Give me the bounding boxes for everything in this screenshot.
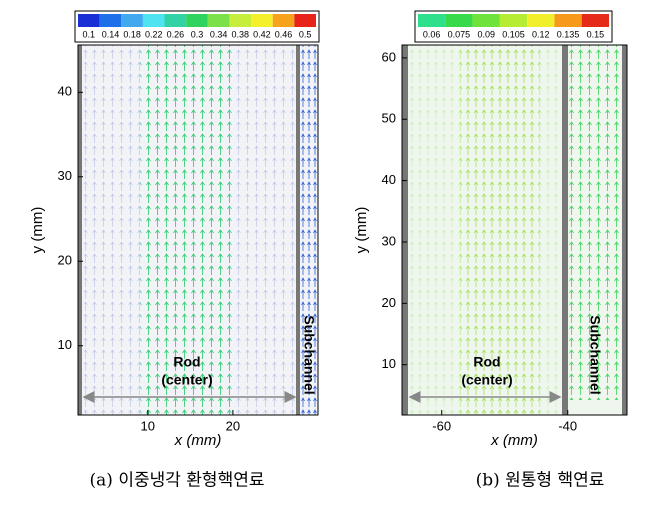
colorbar-cell (229, 14, 252, 27)
y-tick-label: 10 (58, 337, 72, 352)
y-axis-label: y (mm) (353, 207, 370, 254)
colorbar-tick-label: 0.22 (145, 29, 163, 39)
colorbar-cell (527, 14, 555, 27)
x-axis-label: x (mm) (174, 432, 222, 449)
y-tick-label: 30 (58, 168, 72, 183)
y-tick-label: 20 (382, 295, 396, 310)
y-tick-label: 50 (382, 111, 396, 126)
field-a (78, 45, 318, 415)
colorbar-tick-label: 0.1 (83, 29, 96, 39)
colorbar-tick-label: 0.26 (167, 29, 185, 39)
plot-frame (401, 44, 628, 416)
colorbar-cell (445, 14, 473, 27)
x-tick-label: 20 (226, 418, 240, 433)
colorbar-cell (207, 14, 230, 27)
colorbar-tick-label: 0.38 (232, 29, 250, 39)
colorbar-tick-label: 0.09 (477, 29, 495, 39)
y-tick-label: 20 (58, 253, 72, 268)
caption: (a) 이중냉각 환형핵연료 (90, 471, 265, 491)
colorbar-tick-label: 0.42 (253, 29, 271, 39)
colorbar-cell (186, 14, 208, 27)
colorbar-tick-label: 0.15 (587, 29, 605, 39)
x-axis-label: x (mm) (490, 432, 538, 449)
field-b (402, 45, 627, 415)
annotation: (center) (461, 372, 512, 388)
colorbar-cell (142, 14, 165, 27)
colorbar-cell (272, 14, 295, 27)
colorbar-cell (251, 14, 273, 27)
colorbar-tick-label: 0.135 (557, 29, 580, 39)
colorbar-cell (121, 14, 143, 27)
colorbar-cell (499, 14, 528, 27)
annotation: Subchannel (587, 315, 603, 394)
colorbar-tick-label: 0.12 (532, 29, 550, 39)
annotation: Subchannel (301, 315, 317, 394)
y-tick-label: 30 (382, 233, 396, 248)
annotation: (center) (161, 372, 212, 388)
colorbar-tick-label: 0.18 (123, 29, 141, 39)
plot-frame (77, 44, 319, 416)
caption: (b) 원통형 핵연료 (476, 471, 605, 491)
colorbar-cell (294, 14, 316, 27)
colorbar-cell (78, 14, 100, 27)
colorbar-tick-label: 0.34 (210, 29, 228, 39)
colorbar-cell (418, 14, 446, 27)
colorbar-tick-label: 0.075 (448, 29, 471, 39)
colorbar-cell (554, 14, 582, 27)
colorbar-cell (472, 14, 500, 27)
colorbar-tick-label: 0.3 (191, 29, 204, 39)
colorbar-cell (99, 14, 122, 27)
x-tick-label: -40 (558, 418, 577, 433)
x-tick-label: -60 (432, 418, 451, 433)
x-tick-label: 10 (141, 418, 155, 433)
y-axis-label: y (mm) (29, 207, 46, 254)
colorbar-tick-label: 0.46 (275, 29, 293, 39)
colorbar-tick-label: 0.5 (299, 29, 312, 39)
colorbar-tick-label: 0.06 (423, 29, 441, 39)
annotation: Rod (173, 354, 200, 370)
colorbar-cell (164, 14, 187, 27)
y-tick-label: 40 (58, 84, 72, 99)
annotation: Rod (473, 354, 500, 370)
y-tick-label: 40 (382, 172, 396, 187)
colorbar-tick-label: 0.105 (502, 29, 525, 39)
colorbar-tick-label: 0.14 (102, 29, 120, 39)
y-tick-label: 60 (382, 49, 396, 64)
colorbar-cell (581, 14, 609, 27)
y-tick-label: 10 (382, 356, 396, 371)
